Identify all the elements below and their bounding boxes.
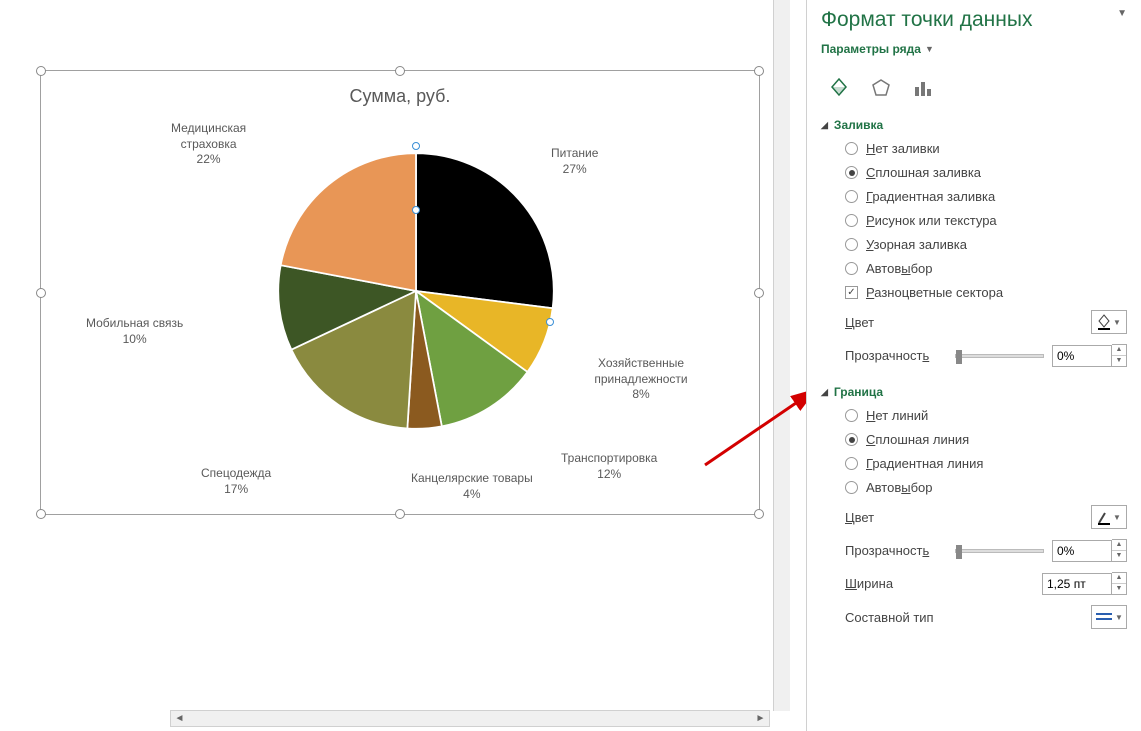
fill-section-header[interactable]: ◢Заливка [821, 118, 1127, 132]
border-width-input[interactable] [1042, 573, 1112, 595]
border-transparency-spinner[interactable]: ▲▼ [1112, 539, 1127, 562]
radio-auto-line[interactable]: Автовыбор [845, 480, 1127, 495]
border-compound-row: Составной тип ▼ [845, 605, 1127, 629]
data-label[interactable]: Транспортировка12% [561, 451, 657, 482]
data-label[interactable]: Канцелярские товары4% [411, 471, 533, 502]
radio-solid-fill[interactable]: Сплошная заливка [845, 165, 1127, 180]
series-options-tab-icon[interactable] [911, 76, 935, 100]
compound-type-picker[interactable]: ▼ [1091, 605, 1127, 629]
radio-no-line[interactable]: Нет линий [845, 408, 1127, 423]
fill-transparency-row: Прозрачность ▲▼ [845, 344, 1127, 367]
resize-handle[interactable] [36, 288, 46, 298]
fill-transparency-slider[interactable] [955, 354, 1044, 358]
resize-handle[interactable] [754, 288, 764, 298]
border-transparency-slider[interactable] [955, 549, 1044, 553]
radio-solid-line[interactable]: Сплошная линия [845, 432, 1127, 447]
scroll-right-arrow[interactable]: ► [752, 711, 769, 726]
pie-slice[interactable] [416, 153, 554, 308]
series-handle[interactable] [546, 318, 554, 326]
fill-color-row: Цвет ▼ [845, 310, 1127, 334]
horizontal-scrollbar[interactable]: ◄ ► [170, 710, 770, 727]
border-options: Нет линий Сплошная линия Градиентная лин… [845, 408, 1127, 495]
resize-handle[interactable] [754, 509, 764, 519]
chart-canvas-area: Сумма, руб. Питание27% Хозяйственныеприн… [0, 0, 790, 731]
fill-options: Нет заливки Сплошная заливка Градиентная… [845, 141, 1127, 300]
fill-color-picker[interactable]: ▼ [1091, 310, 1127, 334]
series-handle[interactable] [412, 206, 420, 214]
data-label[interactable]: Хозяйственныепринадлежности8% [581, 356, 701, 403]
series-options-dropdown[interactable]: Параметры ряда▼ [821, 42, 1127, 56]
radio-auto-fill[interactable]: Автовыбор [845, 261, 1127, 276]
format-pane: Формат точки данных ▼ Параметры ряда▼ ◢З… [806, 0, 1141, 731]
radio-no-fill[interactable]: Нет заливки [845, 141, 1127, 156]
resize-handle[interactable] [395, 509, 405, 519]
resize-handle[interactable] [754, 66, 764, 76]
series-handle[interactable] [412, 142, 420, 150]
chart-title[interactable]: Сумма, руб. [41, 86, 759, 107]
radio-gradient-fill[interactable]: Градиентная заливка [845, 189, 1127, 204]
panel-title: Формат точки данных [821, 8, 1127, 32]
pie-chart[interactable] [271, 146, 561, 436]
effects-tab-icon[interactable] [869, 76, 893, 100]
scroll-left-arrow[interactable]: ◄ [171, 711, 188, 726]
chart-object[interactable]: Сумма, руб. Питание27% Хозяйственныеприн… [40, 70, 760, 515]
border-width-row: Ширина ▲▼ [845, 572, 1127, 595]
border-color-row: Цвет ▼ [845, 505, 1127, 529]
border-section-header[interactable]: ◢Граница [821, 385, 1127, 399]
fill-line-tab-icon[interactable] [827, 76, 851, 100]
resize-handle[interactable] [36, 509, 46, 519]
border-width-spinner[interactable]: ▲▼ [1112, 572, 1127, 595]
fill-transparency-spinner[interactable]: ▲▼ [1112, 344, 1127, 367]
border-transparency-row: Прозрачность ▲▼ [845, 539, 1127, 562]
border-transparency-input[interactable] [1052, 540, 1112, 562]
border-color-picker[interactable]: ▼ [1091, 505, 1127, 529]
vertical-scrollbar[interactable] [773, 0, 790, 711]
radio-gradient-line[interactable]: Градиентная линия [845, 456, 1127, 471]
radio-pattern-fill[interactable]: Узорная заливка [845, 237, 1127, 252]
data-label[interactable]: Медицинскаястраховка22% [171, 121, 246, 168]
data-label[interactable]: Спецодежда17% [201, 466, 271, 497]
radio-picture-fill[interactable]: Рисунок или текстура [845, 213, 1127, 228]
fill-transparency-input[interactable] [1052, 345, 1112, 367]
checkbox-vary-colors[interactable]: ✓Разноцветные сектора [845, 285, 1127, 300]
pie-svg [271, 146, 561, 436]
data-label[interactable]: Мобильная связь10% [86, 316, 183, 347]
resize-handle[interactable] [36, 66, 46, 76]
panel-options-dropdown[interactable]: ▼ [1117, 8, 1127, 19]
resize-handle[interactable] [395, 66, 405, 76]
